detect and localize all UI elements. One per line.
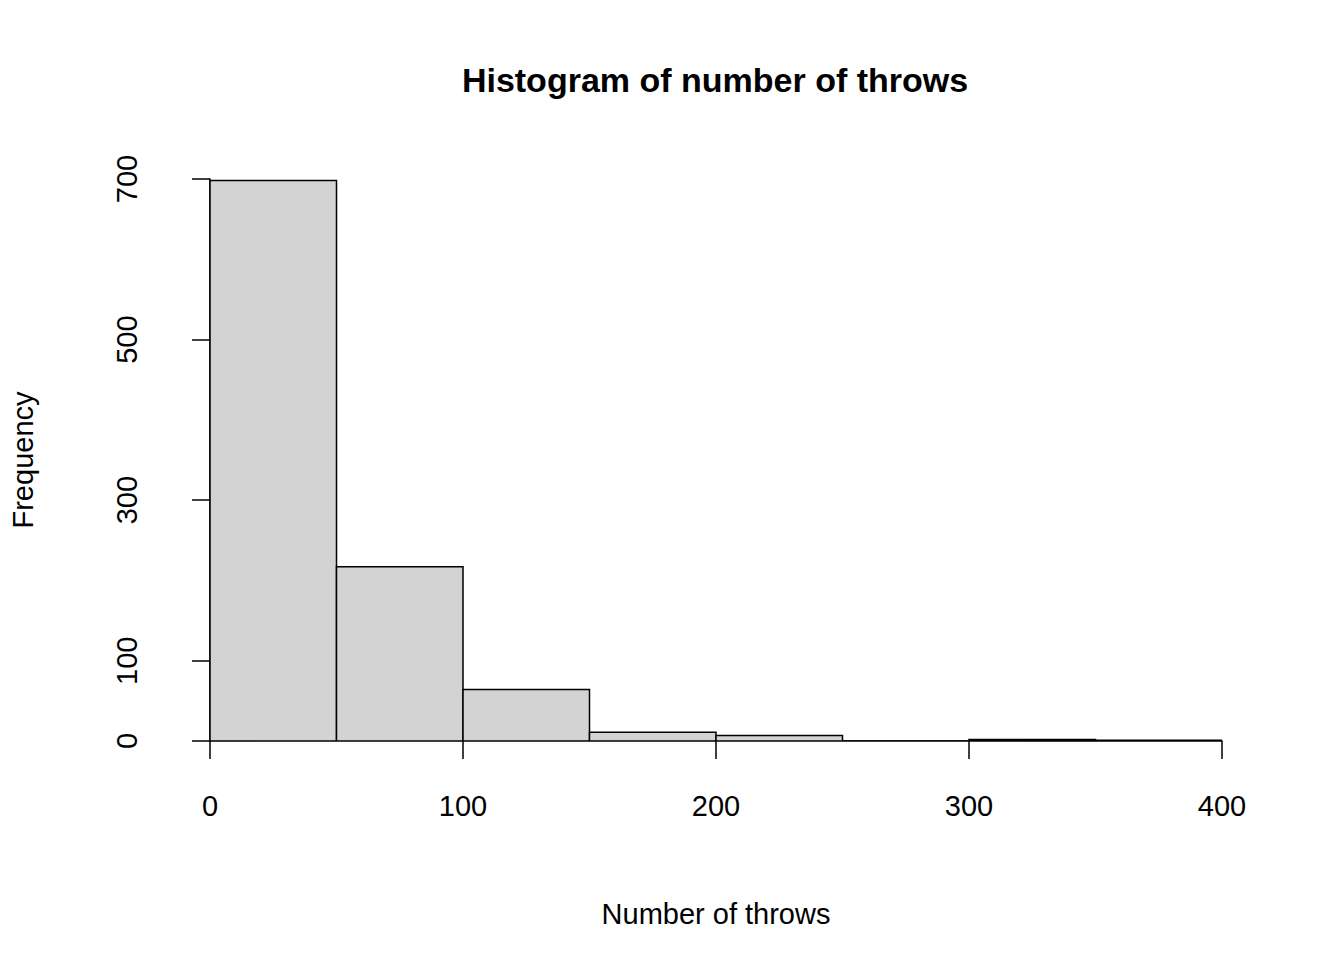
- svg-text:0: 0: [111, 733, 143, 749]
- svg-text:500: 500: [111, 315, 143, 363]
- svg-text:200: 200: [692, 790, 740, 822]
- svg-text:700: 700: [111, 155, 143, 203]
- svg-text:Number of throws: Number of throws: [602, 898, 831, 930]
- svg-text:Frequency: Frequency: [7, 391, 39, 529]
- svg-text:0: 0: [202, 790, 218, 822]
- svg-text:400: 400: [1198, 790, 1246, 822]
- svg-text:100: 100: [439, 790, 487, 822]
- svg-text:100: 100: [111, 637, 143, 685]
- svg-text:300: 300: [945, 790, 993, 822]
- svg-text:Histogram of number of throws: Histogram of number of throws: [462, 61, 968, 99]
- svg-text:300: 300: [111, 476, 143, 524]
